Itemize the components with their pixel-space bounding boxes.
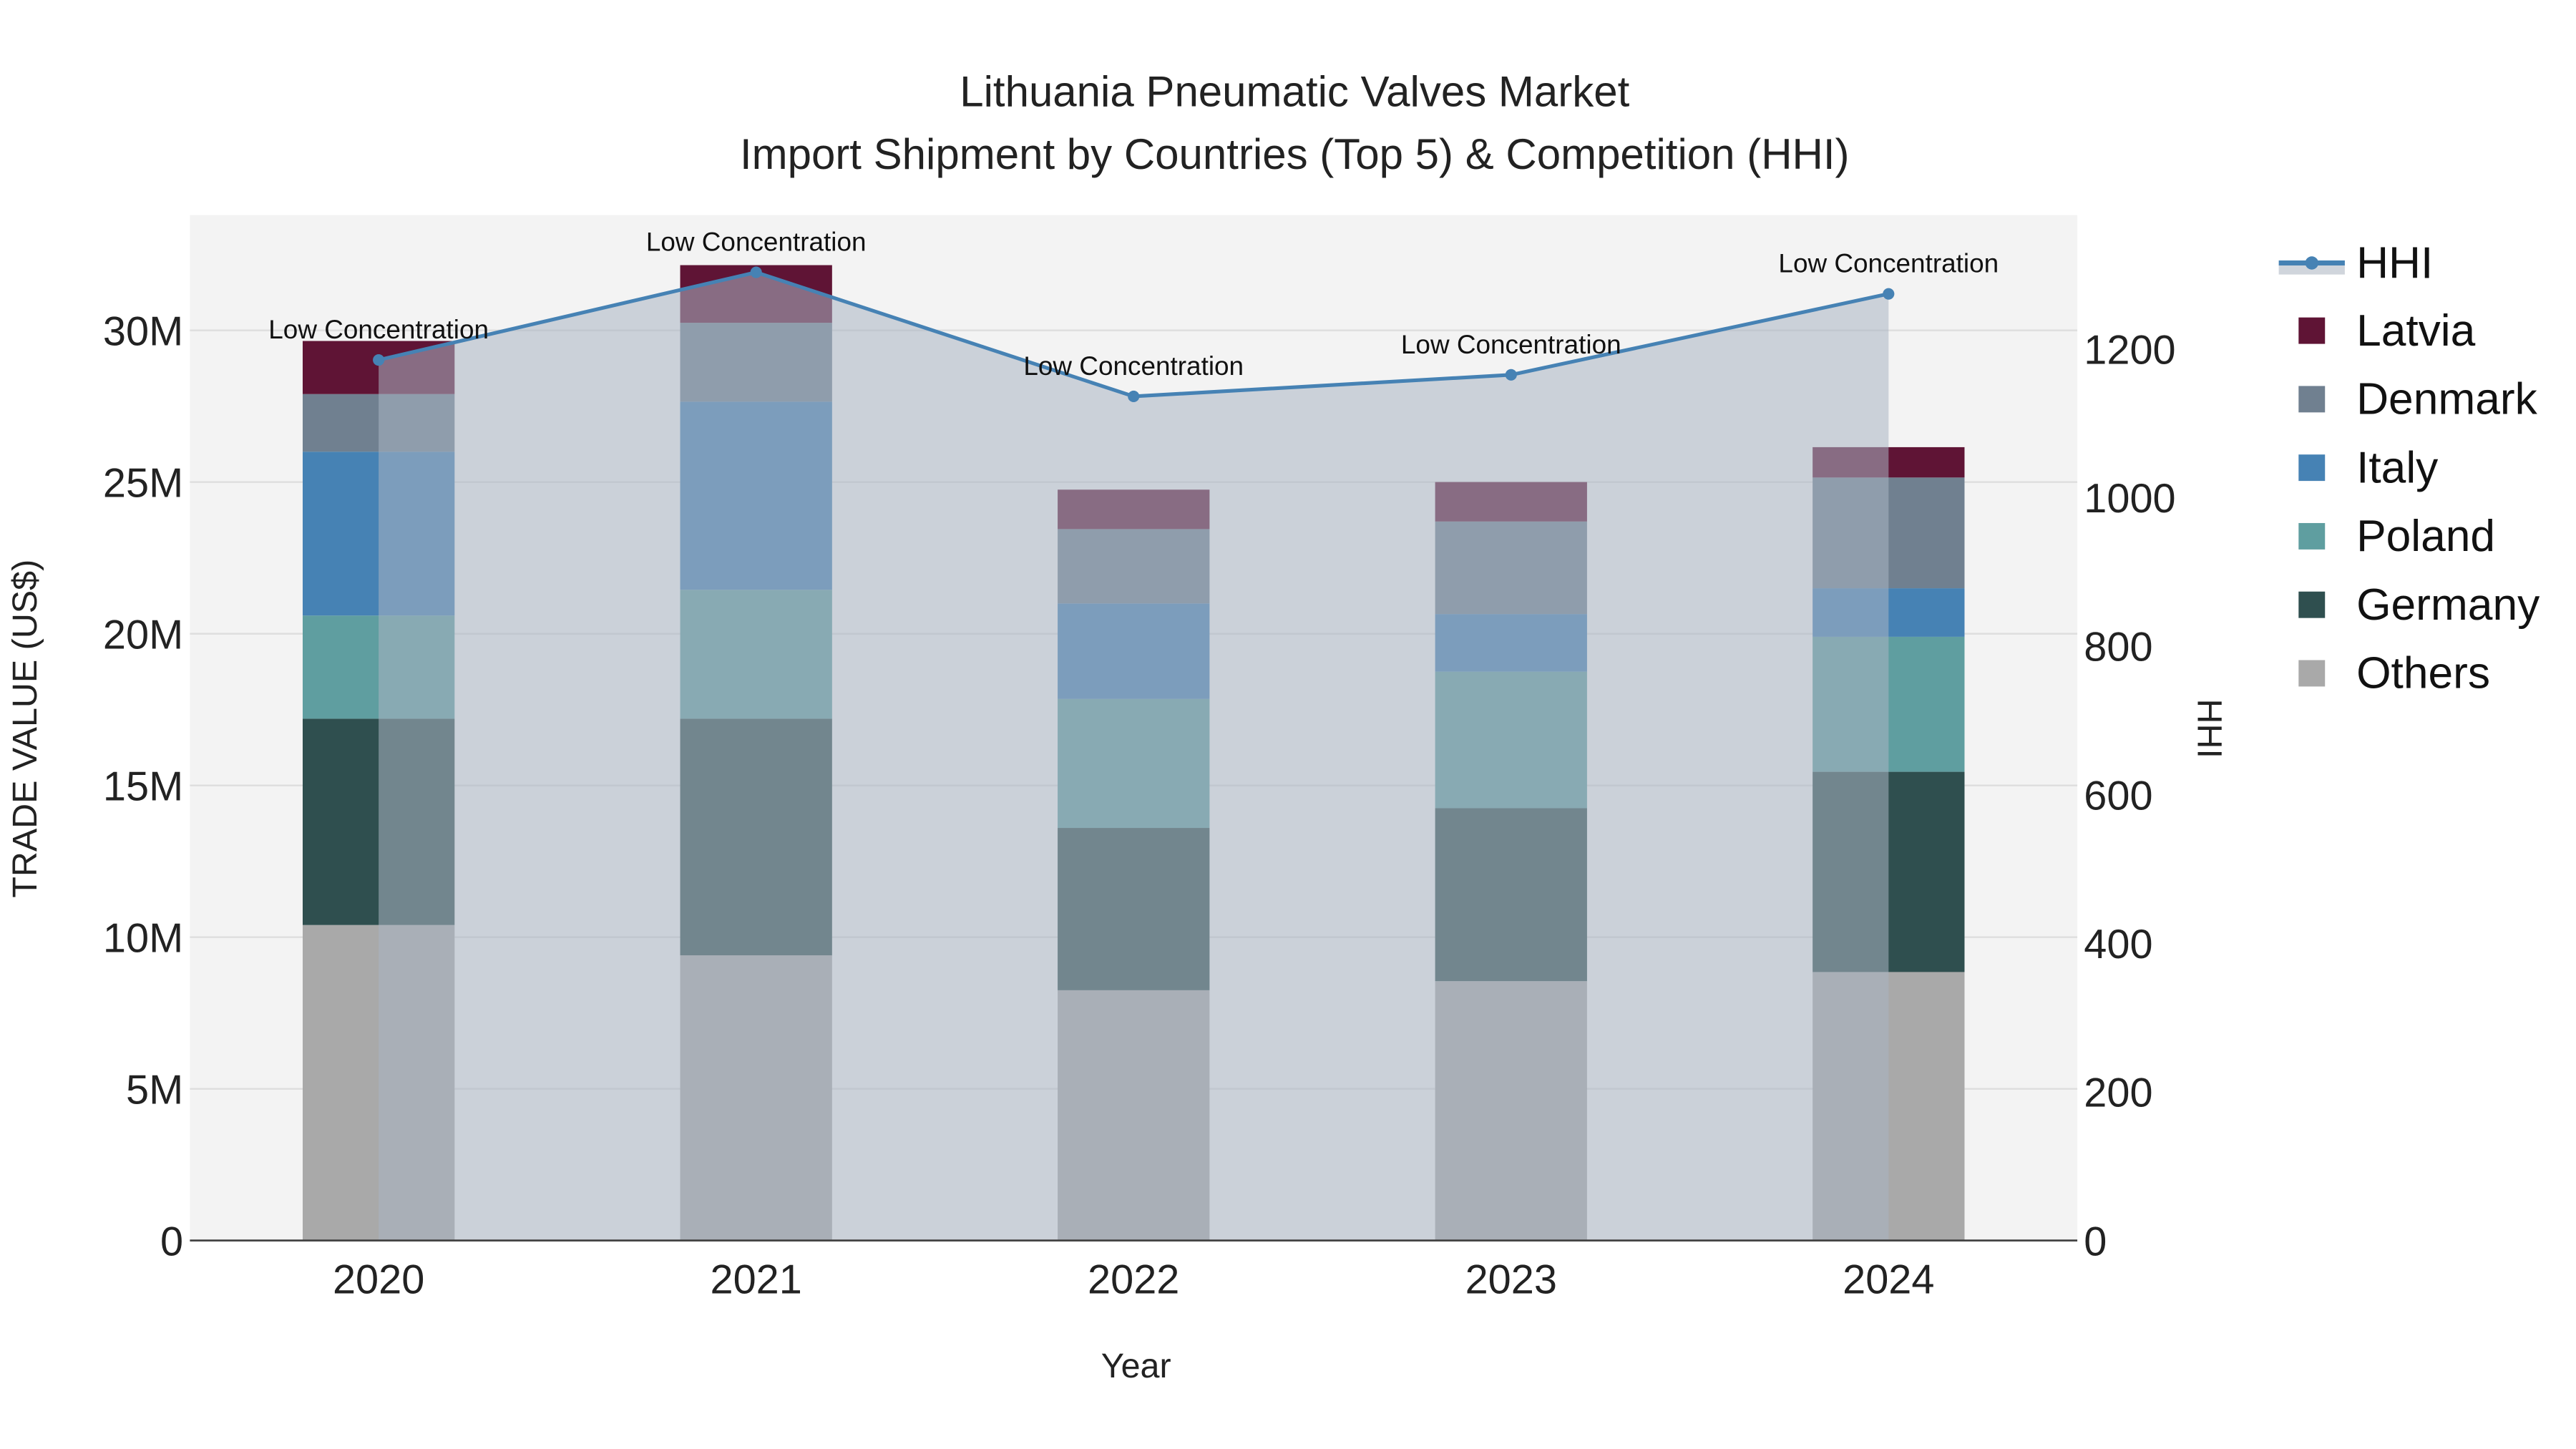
y-tick-label: 0 — [160, 1219, 183, 1264]
hhi-point — [750, 266, 762, 278]
legend-swatch-others — [2298, 660, 2326, 687]
x-tick-label: 2022 — [1088, 1257, 1179, 1303]
legend-label-hhi: HHI — [2356, 238, 2433, 288]
hhi-point — [1883, 288, 1895, 300]
hhi-annotation: Low Concentration — [268, 315, 489, 344]
y-tick-label: 15M — [103, 763, 183, 809]
y2-tick-label: 0 — [2084, 1219, 2107, 1264]
legend-swatch-germany — [2298, 591, 2326, 618]
x-tick-label: 2021 — [711, 1257, 802, 1303]
y2-tick-label: 400 — [2084, 922, 2152, 967]
hhi-annotation: Low Concentration — [1023, 351, 1244, 381]
legend-label-denmark: Denmark — [2356, 375, 2538, 424]
y-tick-label: 10M — [103, 915, 183, 961]
hhi-point — [1128, 390, 1140, 403]
chart-subtitle: Import Shipment by Countries (Top 5) & C… — [740, 130, 1850, 178]
hhi-point — [373, 354, 385, 366]
y-tick-label: 5M — [126, 1067, 183, 1113]
y2-tick-label: 600 — [2084, 773, 2152, 819]
x-tick-label: 2023 — [1465, 1257, 1557, 1303]
hhi-annotation: Low Concentration — [1401, 330, 1621, 359]
legend: HHI Latvia Denmark Italy Poland Germany Others — [2278, 238, 2540, 698]
legend-label-latvia: Latvia — [2356, 306, 2476, 356]
y-tick-label: 25M — [103, 460, 183, 506]
y2-tick-label: 1000 — [2084, 476, 2175, 522]
y-tick-label: 30M — [103, 308, 183, 354]
y-tick-label: 20M — [103, 612, 183, 658]
y2-tick-label: 200 — [2084, 1070, 2152, 1116]
y2-tick-label: 800 — [2084, 625, 2152, 670]
legend-label-italy: Italy — [2356, 443, 2439, 492]
hhi-annotation: Low Concentration — [1778, 249, 1999, 278]
hhi-point — [1505, 369, 1517, 381]
x-tick-label: 2020 — [333, 1257, 424, 1303]
y2-tick-label: 1200 — [2084, 327, 2175, 373]
x-axis-label: Year — [1101, 1347, 1171, 1385]
chart-title: Lithuania Pneumatic Valves Market — [960, 67, 1629, 115]
y2-axis-label: HHI — [2190, 699, 2229, 758]
y-axis-label: TRADE VALUE (US$) — [6, 560, 44, 898]
x-tick-label: 2024 — [1843, 1257, 1934, 1303]
legend-swatch-denmark — [2298, 386, 2326, 413]
legend-hhi-marker-icon — [2305, 256, 2318, 270]
legend-label-poland: Poland — [2356, 512, 2495, 561]
legend-label-germany: Germany — [2356, 580, 2540, 630]
hhi-annotation: Low Concentration — [646, 228, 867, 257]
legend-swatch-poland — [2298, 522, 2326, 550]
legend-label-others: Others — [2356, 649, 2490, 698]
legend-swatch-italy — [2298, 454, 2326, 482]
hhi-area — [379, 272, 1889, 1241]
legend-swatch-latvia — [2298, 317, 2326, 344]
